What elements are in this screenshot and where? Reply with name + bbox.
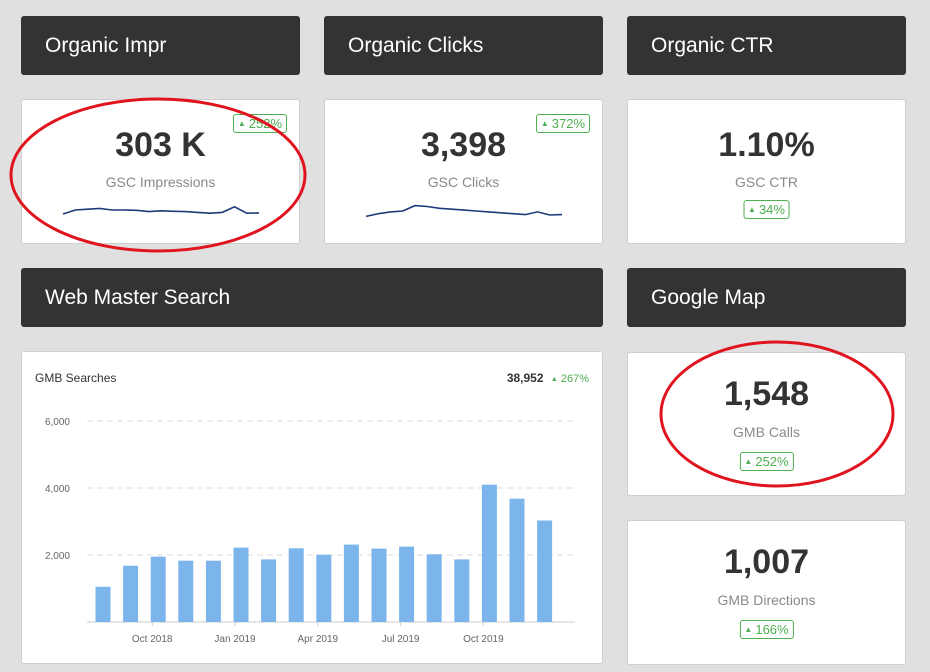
bar[interactable] xyxy=(261,559,277,622)
gmb-calls-value: 1,548 xyxy=(723,375,810,413)
organic-clicks-header: Organic Clicks xyxy=(324,16,603,75)
bar[interactable] xyxy=(288,548,304,622)
clicks-change-badge: ▲ 372% xyxy=(535,114,590,133)
gmb-searches-chart-card[interactable]: GMB Searches 38,952 ▲ 267% 2,000 4,000 6,0… xyxy=(21,351,603,664)
chart-summary: 38,952 ▲ 267% xyxy=(507,371,589,385)
bar[interactable] xyxy=(509,498,525,622)
ctr-change-badge: ▲ 34% xyxy=(743,200,790,219)
gmb-directions-card[interactable]: 1,007 GMB Directions ▲ 166% xyxy=(627,520,906,665)
gmb-directions-value: 1,007 xyxy=(723,543,810,581)
y-tick-label: 4,000 xyxy=(45,484,70,495)
annotation-oval-gmb-calls xyxy=(659,340,895,488)
up-arrow-icon: ▲ xyxy=(744,457,753,466)
x-tick-label: Oct 2019 xyxy=(463,634,504,645)
up-arrow-icon: ▲ xyxy=(748,205,756,214)
up-arrow-icon: ▲ xyxy=(237,119,246,128)
chart-change: ▲ 267% xyxy=(550,373,589,385)
clicks-label: GSC Clicks xyxy=(427,174,500,190)
bar[interactable] xyxy=(454,559,470,622)
google-map-title: Google Map xyxy=(651,285,766,309)
google-map-header: Google Map xyxy=(627,268,906,327)
chart-title: GMB Searches xyxy=(35,371,117,385)
annotation-oval-impressions xyxy=(9,97,307,253)
y-tick-label: 2,000 xyxy=(45,551,70,562)
ctr-value: 1.10% xyxy=(718,126,815,164)
bar[interactable] xyxy=(426,554,442,622)
gmb-directions-label: GMB Directions xyxy=(717,592,816,608)
web-master-search-header: Web Master Search xyxy=(21,268,603,327)
x-tick-label: Jan 2019 xyxy=(214,634,256,645)
gmb-directions-change-badge: ▲ 166% xyxy=(739,620,794,639)
y-tick-label: 6,000 xyxy=(45,417,70,428)
x-tick-label: Oct 2018 xyxy=(132,634,173,645)
organic-impr-header: Organic Impr xyxy=(21,16,300,75)
ctr-card[interactable]: 1.10% GSC CTR ▲ 34% xyxy=(627,99,906,244)
clicks-sparkline xyxy=(365,204,563,218)
x-tick-label: Apr 2019 xyxy=(298,634,339,645)
x-tick-label: Jul 2019 xyxy=(382,634,420,645)
gmb-calls-change-badge: ▲ 252% xyxy=(739,452,794,471)
sparkline-path xyxy=(365,204,563,218)
bar[interactable] xyxy=(205,560,221,622)
web-master-search-title: Web Master Search xyxy=(45,285,231,309)
bar[interactable] xyxy=(399,546,415,622)
clicks-value: 3,398 xyxy=(420,126,507,164)
bar[interactable] xyxy=(371,548,387,622)
gmb-searches-bar-chart: 2,000 4,000 6,000 Oct 2018 Jan 2019 Apr 2019 J… xyxy=(45,417,575,645)
bar[interactable] xyxy=(481,484,497,622)
gmb-calls-card[interactable]: 1,548 GMB Calls ▲ 252% xyxy=(627,352,906,496)
bar[interactable] xyxy=(95,586,111,622)
impressions-value: 303 K xyxy=(115,126,206,164)
bar[interactable] xyxy=(343,544,359,622)
clicks-card[interactable]: ▲ 372% 3,398 GSC Clicks xyxy=(324,99,603,244)
organic-ctr-title: Organic CTR xyxy=(651,33,774,57)
bar[interactable] xyxy=(537,520,553,623)
sparkline-path xyxy=(62,205,260,215)
bar[interactable] xyxy=(233,547,249,622)
organic-impr-title: Organic Impr xyxy=(45,33,167,57)
organic-clicks-title: Organic Clicks xyxy=(348,33,484,57)
impressions-label: GSC Impressions xyxy=(105,174,216,190)
up-arrow-icon: ▲ xyxy=(540,119,549,128)
chart-total: 38,952 xyxy=(506,371,544,385)
bar[interactable] xyxy=(178,560,194,622)
ctr-label: GSC CTR xyxy=(735,174,798,190)
gmb-calls-label: GMB Calls xyxy=(733,424,800,440)
organic-ctr-header: Organic CTR xyxy=(627,16,906,75)
up-arrow-icon: ▲ xyxy=(744,625,753,634)
impressions-card[interactable]: ▲ 252% 303 K GSC Impressions xyxy=(21,99,300,244)
up-arrow-icon: ▲ xyxy=(550,376,558,383)
bar[interactable] xyxy=(150,556,166,622)
impressions-sparkline xyxy=(62,205,260,215)
bar[interactable] xyxy=(123,565,139,622)
bar[interactable] xyxy=(316,554,332,622)
